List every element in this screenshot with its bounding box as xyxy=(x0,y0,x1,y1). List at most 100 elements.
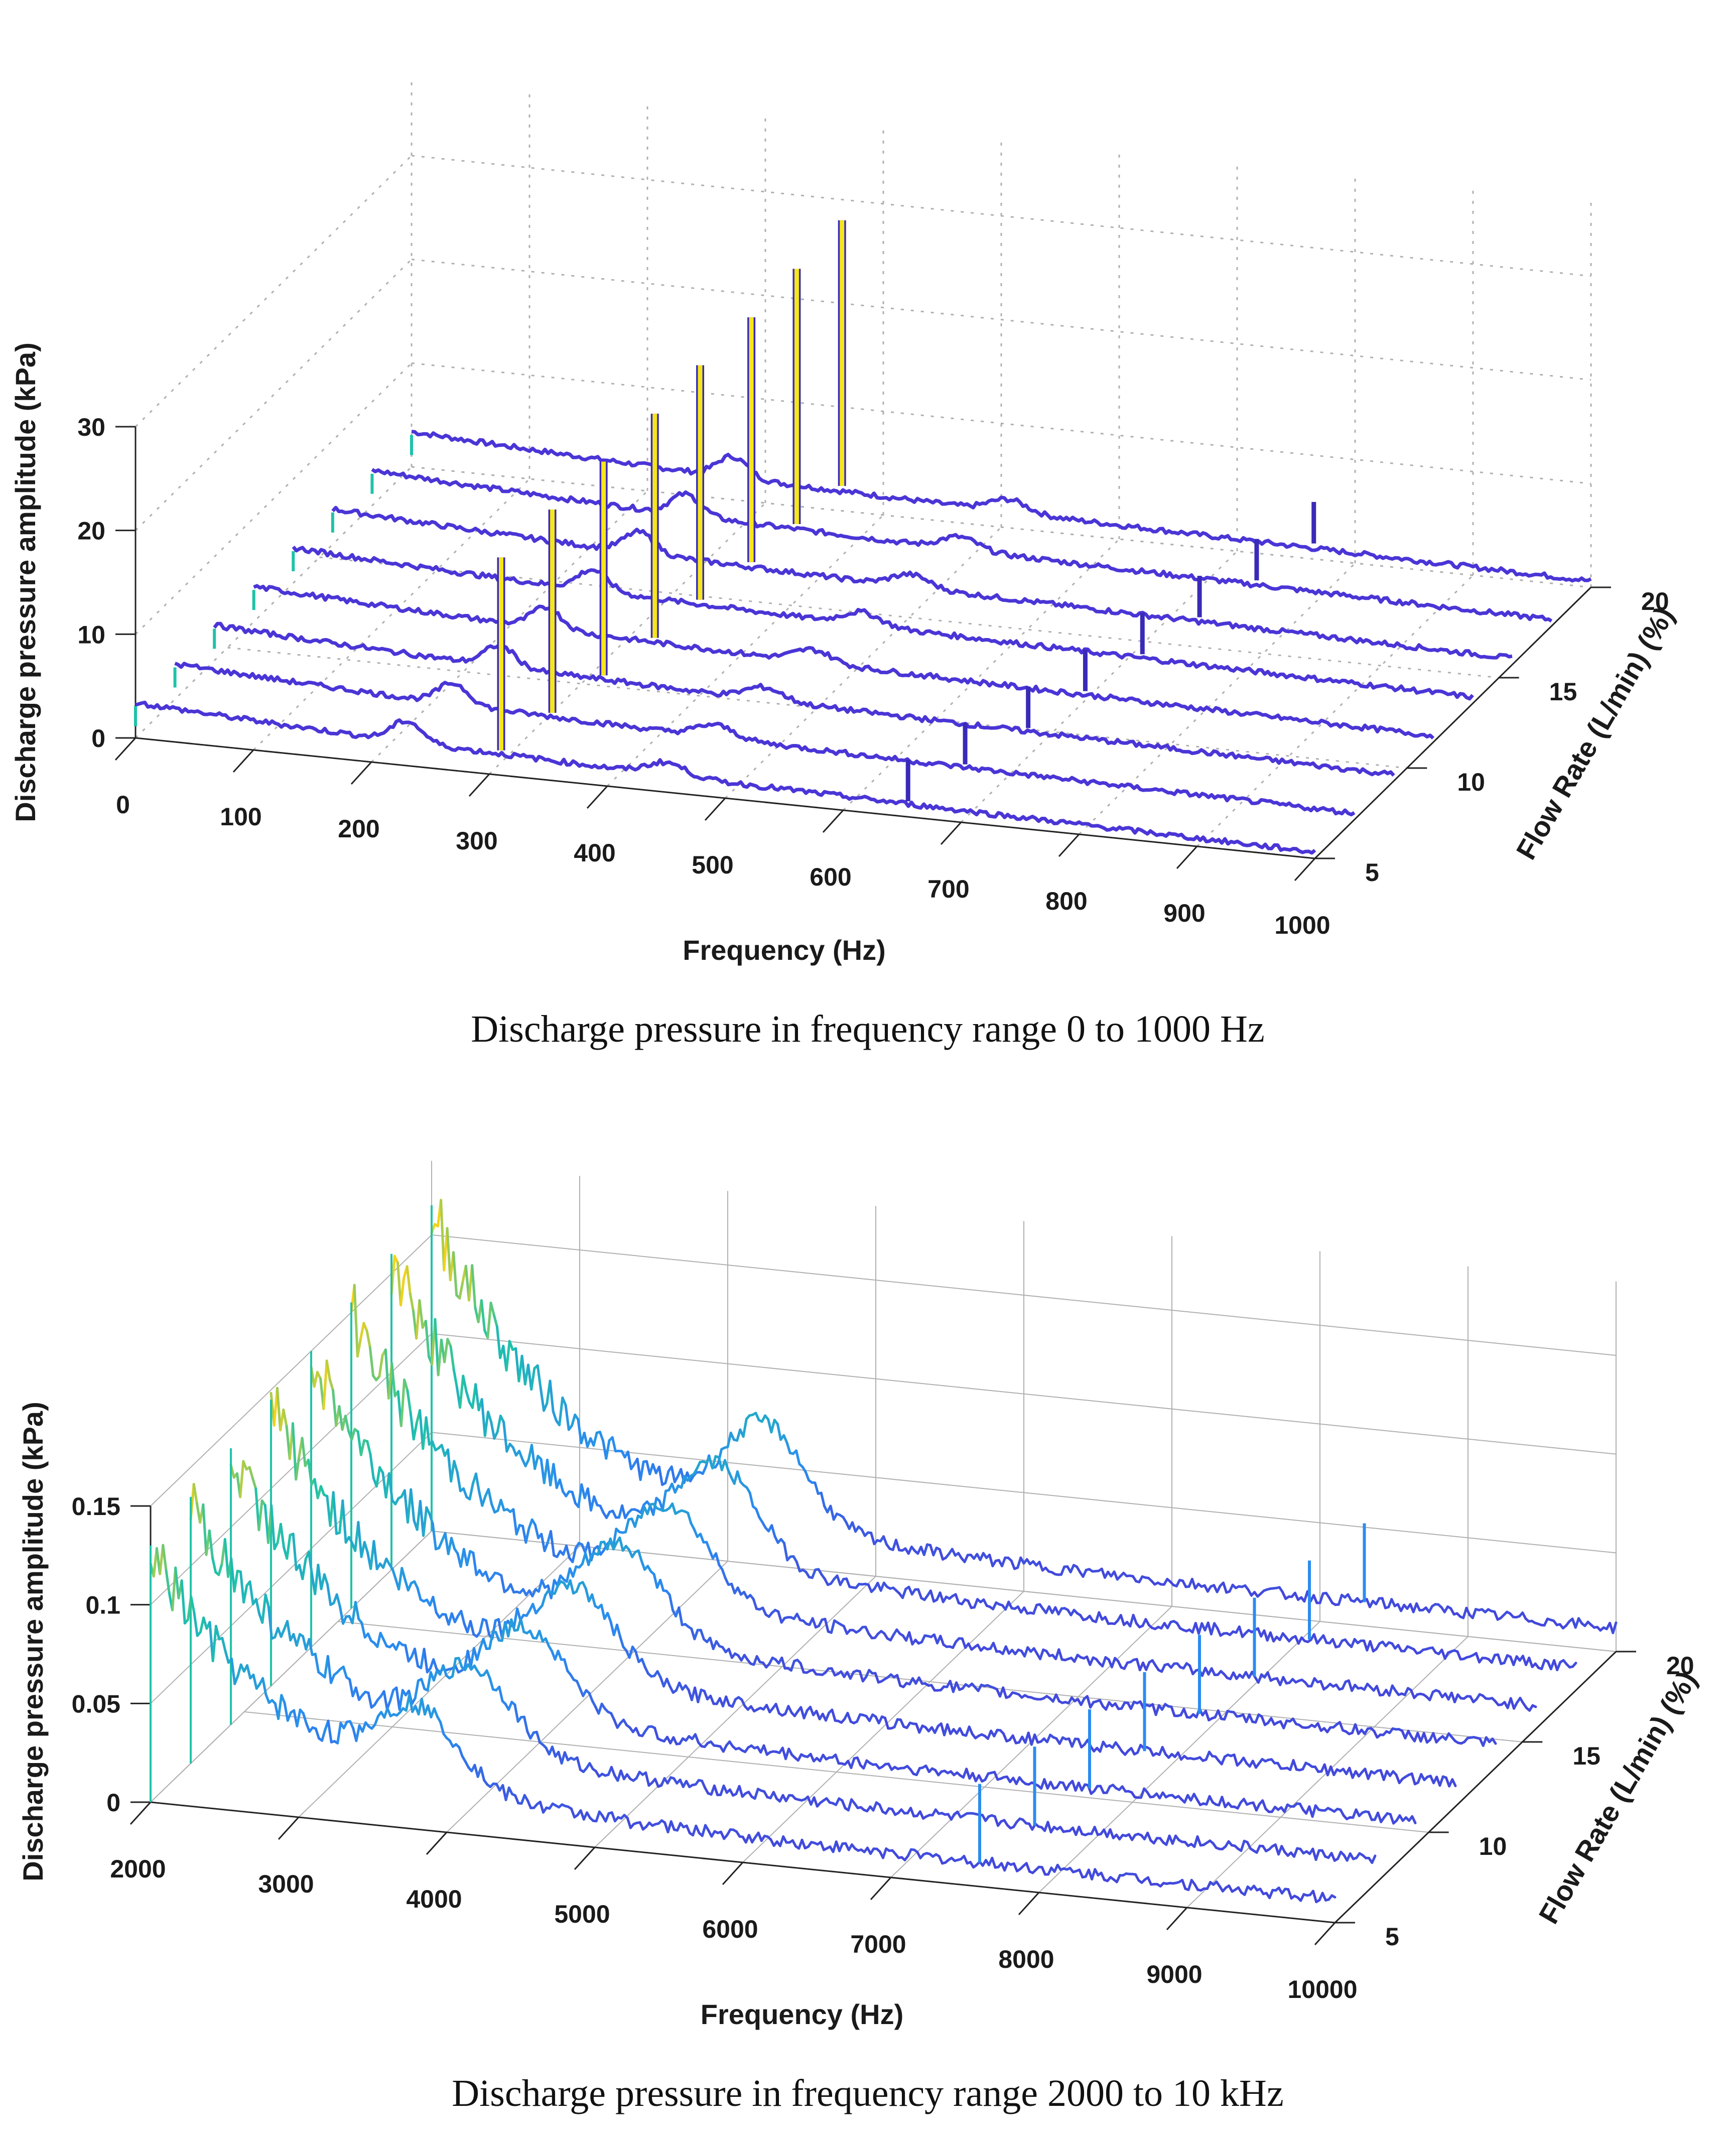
series-trace-segment xyxy=(661,1489,667,1512)
floor-grid-x xyxy=(724,526,1002,799)
series-trace-segment xyxy=(1003,1861,1009,1872)
series-trace-segment xyxy=(777,1610,783,1624)
series-trace-segment xyxy=(332,1491,338,1535)
series-trace-segment xyxy=(699,1533,705,1544)
series-trace-segment xyxy=(550,1579,556,1599)
series-trace-segment xyxy=(283,1701,289,1722)
series-trace-segment xyxy=(335,1593,341,1608)
series-trace-segment xyxy=(410,1488,416,1522)
series-trace-segment xyxy=(512,1607,519,1628)
series-trace-segment xyxy=(469,1620,475,1636)
series-trace-segment xyxy=(359,1322,365,1340)
series-trace-segment xyxy=(575,1680,582,1690)
z-axis-label: Discharge pressure amplitude (kPa) xyxy=(17,1402,49,1881)
series-trace-segment xyxy=(360,1621,366,1639)
y-axis-line xyxy=(1314,586,1592,859)
series-trace-segment xyxy=(418,1299,424,1329)
series-trace-segment xyxy=(432,1658,438,1671)
series-trace-segment xyxy=(615,1623,622,1638)
series-trace-segment xyxy=(1100,1871,1106,1881)
series-trace-segment xyxy=(328,1378,334,1392)
series-trace-segment xyxy=(870,1532,876,1546)
series-trace-segment xyxy=(1099,1740,1105,1753)
series-trace-segment xyxy=(670,1820,676,1831)
series-trace-segment xyxy=(1381,1597,1387,1609)
x-tick-label: 9000 xyxy=(1146,1960,1202,1988)
series-trace-segment xyxy=(432,1669,439,1682)
series-trace-segment xyxy=(825,1711,831,1722)
series-trace-segment xyxy=(1188,1664,1194,1676)
series-trace-segment xyxy=(409,1292,415,1312)
series-trace-segment xyxy=(856,1713,862,1723)
series-trace-segment xyxy=(505,1340,511,1372)
series-trace-segment xyxy=(639,1503,645,1514)
series-trace-segment xyxy=(753,1788,759,1800)
series-trace-segment xyxy=(1071,1737,1077,1748)
series-trace-segment xyxy=(1077,1737,1083,1748)
series-trace-segment xyxy=(1238,1625,1244,1639)
series-trace-segment xyxy=(466,1550,472,1566)
x-tick-label: 700 xyxy=(927,875,969,903)
series-trace-segment xyxy=(1109,1828,1115,1839)
series-trace-segment xyxy=(495,1325,502,1359)
series-trace-segment xyxy=(705,1541,711,1552)
series-trace-segment xyxy=(628,1646,634,1659)
series-trace-segment xyxy=(593,1495,599,1506)
series-trace-segment xyxy=(565,1567,571,1583)
series-trace-segment xyxy=(657,1465,664,1486)
x-tick-label: 900 xyxy=(1163,899,1205,927)
series-trace-segment xyxy=(487,1411,493,1424)
series-trace-segment xyxy=(1331,1638,1338,1649)
floor-grid-y xyxy=(319,556,1499,679)
series-trace-segment xyxy=(552,1410,558,1422)
series-trace-segment xyxy=(359,1439,366,1456)
series-trace-segment xyxy=(1556,1661,1562,1672)
series-trace-segment xyxy=(499,1498,505,1512)
series-trace-segment xyxy=(443,1338,449,1363)
series-trace-segment xyxy=(296,1708,302,1727)
series-trace-segment xyxy=(1388,1684,1394,1697)
series-trace-segment xyxy=(1012,1862,1018,1872)
series-trace-segment xyxy=(295,1633,301,1647)
series-trace-segment xyxy=(1216,1627,1222,1637)
series-trace-segment xyxy=(286,1534,292,1560)
series-trace-segment xyxy=(531,1602,538,1614)
series-trace-segment xyxy=(465,1390,471,1404)
series-trace-segment xyxy=(382,1690,388,1711)
series-trace xyxy=(411,430,1592,583)
series-trace-segment xyxy=(248,1580,254,1605)
x-tick-label: 600 xyxy=(810,863,851,891)
series-trace-segment xyxy=(355,1724,361,1742)
series-trace-segment xyxy=(850,1757,856,1769)
series-trace-segment xyxy=(162,1544,168,1572)
series-trace-segment xyxy=(1367,1811,1373,1821)
series-trace-segment xyxy=(813,1796,819,1808)
series-trace-segment xyxy=(230,1557,236,1593)
series-trace-segment xyxy=(1223,1710,1229,1721)
y-tick-label: 5 xyxy=(1385,1923,1399,1951)
series-trace-segment xyxy=(488,1631,494,1650)
series-trace-segment xyxy=(338,1405,344,1431)
series-trace-segment xyxy=(482,1638,488,1650)
series-trace-segment xyxy=(697,1688,703,1703)
series-trace-segment xyxy=(598,1431,605,1442)
series-trace-segment xyxy=(242,1460,248,1471)
series-trace-segment xyxy=(703,1690,709,1701)
series-trace-segment xyxy=(350,1428,356,1441)
x-tick-mark xyxy=(722,1861,744,1886)
floor-grid-x xyxy=(150,1531,432,1803)
series-trace-segment xyxy=(286,1620,292,1642)
series-trace-segment xyxy=(233,1569,239,1593)
series-trace-segment xyxy=(193,1611,199,1637)
series-trace-segment xyxy=(221,1637,227,1653)
series-trace-segment xyxy=(515,1524,521,1536)
series-trace-segment xyxy=(799,1662,805,1674)
x-tick-label: 100 xyxy=(220,803,261,831)
series-trace-segment xyxy=(485,1619,491,1636)
series-trace-segment xyxy=(1337,1593,1343,1606)
series-trace-segment xyxy=(680,1475,686,1489)
series-trace-segment xyxy=(533,1524,540,1540)
series-trace-segment xyxy=(878,1803,884,1813)
series-trace-segment xyxy=(332,1389,338,1427)
series-trace-segment xyxy=(490,1502,496,1514)
